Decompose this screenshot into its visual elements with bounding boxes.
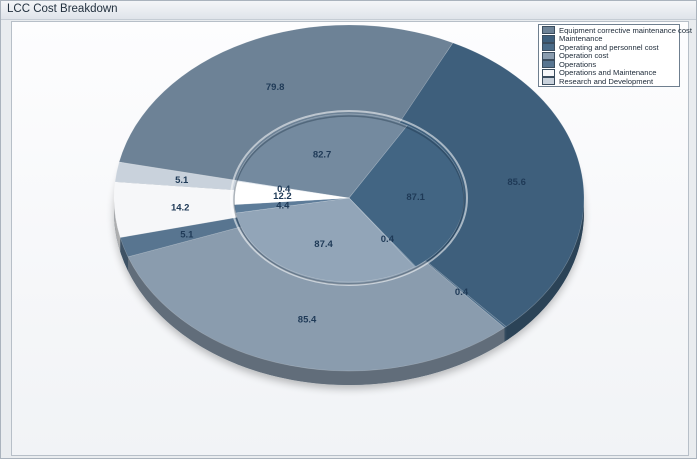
outer-label-operations: 5.1 xyxy=(180,229,194,240)
inner-label-operations-and-maintenance: 12.2 xyxy=(273,191,292,202)
side-wall-operations-and-maintenance xyxy=(114,198,121,252)
legend-swatch xyxy=(542,26,555,35)
legend-swatch xyxy=(542,51,555,60)
legend-label: Research and Development xyxy=(559,76,654,86)
legend-label: Operation cost xyxy=(559,51,609,61)
legend-label: Equipment corrective maintenance cost xyxy=(559,25,692,35)
outer-label-operation-cost: 85.4 xyxy=(298,315,317,326)
legend-item: Operating and personnel cost xyxy=(542,43,679,52)
legend-label: Maintenance xyxy=(559,34,603,44)
inner-label-operating-and-personnel-cost: 0.4 xyxy=(381,234,395,245)
legend-item: Operation cost xyxy=(542,51,679,61)
outer-slice-operation-cost xyxy=(127,197,505,372)
inner-slice-equipment-corrective-maintenance-cost xyxy=(236,113,408,199)
inner-label-research-and-development: 0.4 xyxy=(277,184,291,195)
legend-swatch xyxy=(542,43,555,52)
legend-swatch xyxy=(542,77,555,86)
inner-slice-operations-and-maintenance xyxy=(233,180,350,205)
panel-titlebar: LCC Cost Breakdown xyxy=(1,1,696,20)
inner-slice-operations xyxy=(234,197,350,214)
inner-label-operation-cost: 87.4 xyxy=(314,239,333,250)
panel-title: LCC Cost Breakdown xyxy=(7,3,118,15)
legend-label: Operating and personnel cost xyxy=(559,42,659,52)
legend-label: Operations and Maintenance xyxy=(559,68,657,78)
legend-swatch xyxy=(542,68,555,77)
inner-slice-operation-cost xyxy=(235,197,416,283)
inner-label-equipment-corrective-maintenance-cost: 82.7 xyxy=(313,149,332,160)
side-wall-operations xyxy=(120,237,128,271)
outer-label-operating-and-personnel-cost: 0.4 xyxy=(455,287,469,298)
side-wall-maintenance xyxy=(506,198,584,341)
legend-label: Operations xyxy=(559,59,597,69)
legend-swatch xyxy=(542,34,555,43)
outer-label-research-and-development: 5.1 xyxy=(175,175,189,186)
legend-item: Operations xyxy=(542,60,679,69)
legend-item: Maintenance xyxy=(542,34,679,44)
outer-label-maintenance: 85.6 xyxy=(507,177,526,188)
side-wall-operating-and-personnel-cost xyxy=(504,326,507,342)
legend-item: Operations and Maintenance xyxy=(542,68,679,78)
inner-ring-groove xyxy=(233,115,465,285)
chart-legend: Equipment corrective maintenance cost Mai… xyxy=(538,24,692,87)
inner-slice-operating-and-personnel-cost xyxy=(348,197,417,268)
inner-slice-research-and-development xyxy=(235,180,350,199)
side-wall-operation-cost xyxy=(127,256,505,385)
legend-swatch xyxy=(542,60,555,69)
legend-item: Research and Development xyxy=(542,77,679,86)
inner-ring-highlight xyxy=(230,110,468,286)
outer-label-equipment-corrective-maintenance-cost: 79.8 xyxy=(266,82,285,93)
outer-label-operations-and-maintenance: 14.2 xyxy=(171,203,190,214)
legend-item: Equipment corrective maintenance cost xyxy=(542,26,692,35)
inner-label-operations: 4.4 xyxy=(276,200,290,211)
inner-label-maintenance: 87.1 xyxy=(406,192,425,203)
inner-slice-maintenance xyxy=(348,125,465,267)
